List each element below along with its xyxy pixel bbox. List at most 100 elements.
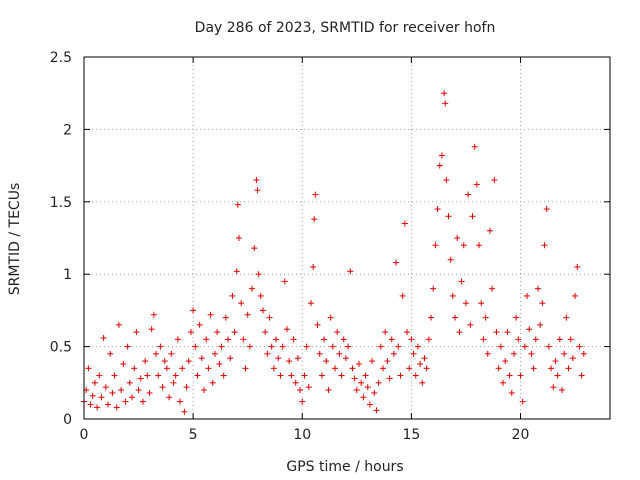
data-point: [185, 358, 192, 365]
data-point: [556, 336, 563, 343]
data-point: [216, 360, 223, 367]
data-point: [299, 398, 306, 405]
data-point: [146, 389, 153, 396]
data-point: [545, 343, 552, 350]
data-point: [129, 394, 136, 401]
data-point: [161, 358, 168, 365]
data-point: [441, 90, 448, 97]
data-point: [371, 389, 378, 396]
data-point: [442, 100, 449, 107]
x-axis-label: GPS time / hours: [286, 459, 403, 475]
data-point: [548, 365, 555, 372]
data-point: [532, 336, 539, 343]
data-point: [534, 285, 541, 292]
data-point: [257, 292, 264, 299]
data-point: [419, 379, 426, 386]
data-point: [364, 384, 371, 391]
data-point: [148, 326, 155, 333]
data-point: [96, 372, 103, 379]
data-point: [539, 300, 546, 307]
data-point: [430, 285, 437, 292]
data-point: [342, 355, 349, 362]
data-point: [469, 213, 476, 220]
data-point: [454, 235, 461, 241]
data-point: [115, 321, 122, 328]
chart-title: Day 286 of 2023, SRMTID for receiver hof…: [195, 20, 496, 36]
data-point: [550, 384, 557, 391]
data-point: [122, 398, 129, 405]
data-point: [410, 350, 417, 357]
y-tick-label: 2: [63, 122, 72, 138]
data-point: [476, 242, 483, 249]
data-point: [222, 314, 229, 321]
data-point: [240, 336, 247, 343]
data-point: [495, 365, 502, 372]
data-point: [111, 372, 118, 379]
data-point: [170, 379, 177, 386]
data-point: [307, 300, 314, 307]
data-point: [259, 307, 266, 314]
x-tick-label: 20: [512, 427, 530, 443]
data-point: [91, 379, 98, 386]
data-point: [314, 321, 321, 328]
data-point: [526, 326, 533, 333]
data-point: [139, 398, 146, 405]
data-point: [395, 343, 402, 350]
data-point: [500, 379, 507, 386]
data-point: [506, 372, 513, 379]
data-point: [94, 404, 101, 411]
y-tick-label: 0.5: [50, 340, 72, 356]
data-point: [528, 350, 535, 357]
data-point: [254, 187, 261, 194]
data-point: [502, 358, 509, 365]
data-point: [166, 394, 173, 401]
data-point: [504, 329, 511, 336]
data-point: [253, 177, 260, 184]
data-point: [563, 314, 570, 321]
data-point: [196, 321, 203, 328]
data-point: [478, 300, 485, 307]
data-point: [445, 213, 452, 220]
data-point: [399, 292, 406, 299]
data-point: [567, 336, 574, 343]
data-point: [360, 394, 367, 401]
data-point: [249, 285, 256, 292]
data-point: [137, 375, 144, 382]
data-point: [508, 389, 515, 396]
data-point: [353, 387, 360, 394]
data-point: [471, 143, 478, 150]
data-point: [120, 360, 127, 367]
data-point: [98, 394, 105, 401]
data-point: [294, 355, 301, 362]
data-point: [510, 350, 517, 357]
data-point: [198, 355, 205, 362]
data-point: [268, 343, 275, 350]
data-point: [207, 311, 214, 318]
data-point: [220, 372, 227, 379]
data-point: [327, 314, 334, 321]
y-tick-label: 1.5: [50, 195, 72, 211]
data-point: [515, 336, 522, 343]
data-point: [279, 343, 286, 350]
data-point: [174, 336, 181, 343]
data-point: [192, 343, 199, 350]
data-point: [552, 358, 559, 365]
data-point: [362, 372, 369, 379]
data-point: [321, 336, 328, 343]
data-point: [233, 268, 240, 275]
data-point: [244, 311, 251, 318]
data-point: [375, 379, 382, 386]
data-point: [417, 360, 424, 367]
data-point: [286, 358, 293, 365]
data-point: [124, 343, 131, 350]
data-point: [393, 259, 400, 266]
data-point: [218, 343, 225, 350]
data-point: [572, 292, 579, 299]
data-point: [382, 329, 389, 336]
data-point: [231, 329, 238, 336]
axis-ticks: 0 5 10 15 20 0 0.5 1 1.5 2 2.5: [50, 50, 610, 443]
data-point: [449, 292, 456, 299]
data-point: [283, 326, 290, 333]
data-point: [565, 365, 572, 372]
